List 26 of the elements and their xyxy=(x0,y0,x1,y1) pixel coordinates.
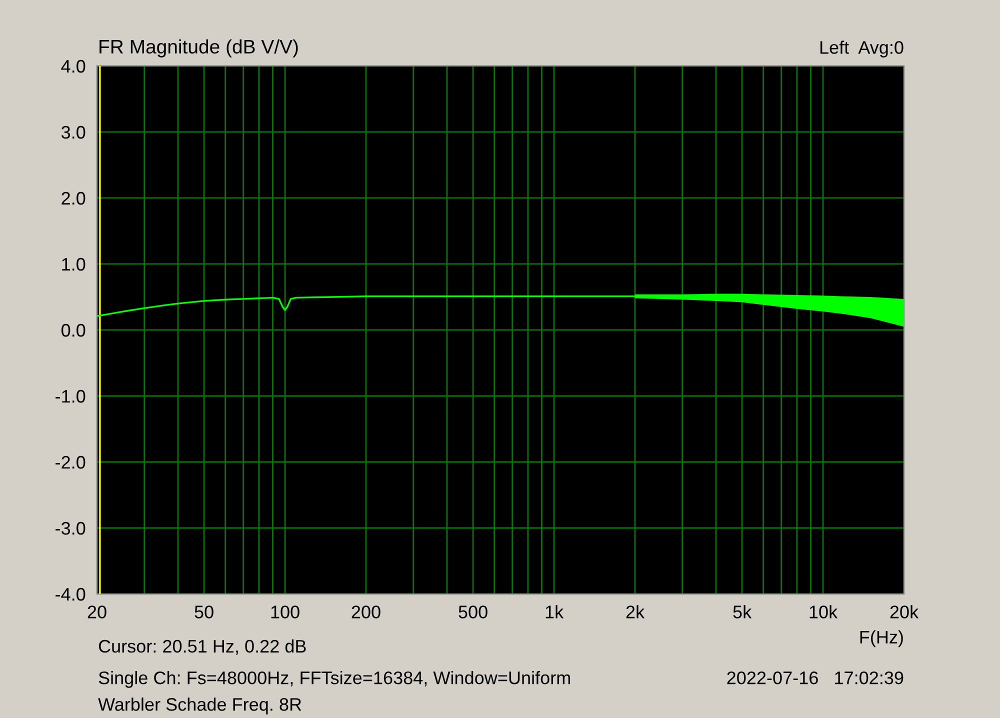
x-tick-label: 20k xyxy=(890,605,919,618)
chart-title: FR Magnitude (dB V/V) xyxy=(100,39,298,58)
y-tick-label: -4.0 xyxy=(56,588,86,601)
y-tick-label: -3.0 xyxy=(56,522,86,535)
y-tick-label: -1.0 xyxy=(56,390,86,403)
x-tick-label: 50 xyxy=(194,606,214,618)
text: Warbler Schade Freq. 8R xyxy=(98,698,302,714)
x-tick-label: 200 xyxy=(352,606,380,618)
x-tick-label: 100 xyxy=(271,606,300,618)
y-tick-label: 0.0 xyxy=(61,324,86,337)
text: Left Avg:0 xyxy=(820,40,904,58)
y-tick-label: 2.0 xyxy=(62,192,86,205)
x-tick-label: 500 xyxy=(458,606,488,618)
x-axis-title: F(Hz) xyxy=(860,630,903,648)
text: Single Ch: Fs=48000Hz, FFTsize=16384, Window=Uniform xyxy=(98,671,570,688)
y-tick-label: 4.0 xyxy=(61,60,86,73)
x-tick-label: 5k xyxy=(733,605,752,618)
text: Cursor: 20.51 Hz, 0.22 dB xyxy=(98,639,306,655)
x-tick-label: 2k xyxy=(626,605,645,618)
x-tick-label: 20 xyxy=(88,606,106,618)
y-tick-label: -2.0 xyxy=(56,456,86,469)
y-tick-label: 1.0 xyxy=(62,258,86,271)
text: 2022-07-16 17:02:39 xyxy=(727,671,904,684)
x-tick-label: 1k xyxy=(546,605,564,618)
x-tick-label: 10k xyxy=(810,605,838,618)
y-tick-label: 3.0 xyxy=(61,126,86,139)
